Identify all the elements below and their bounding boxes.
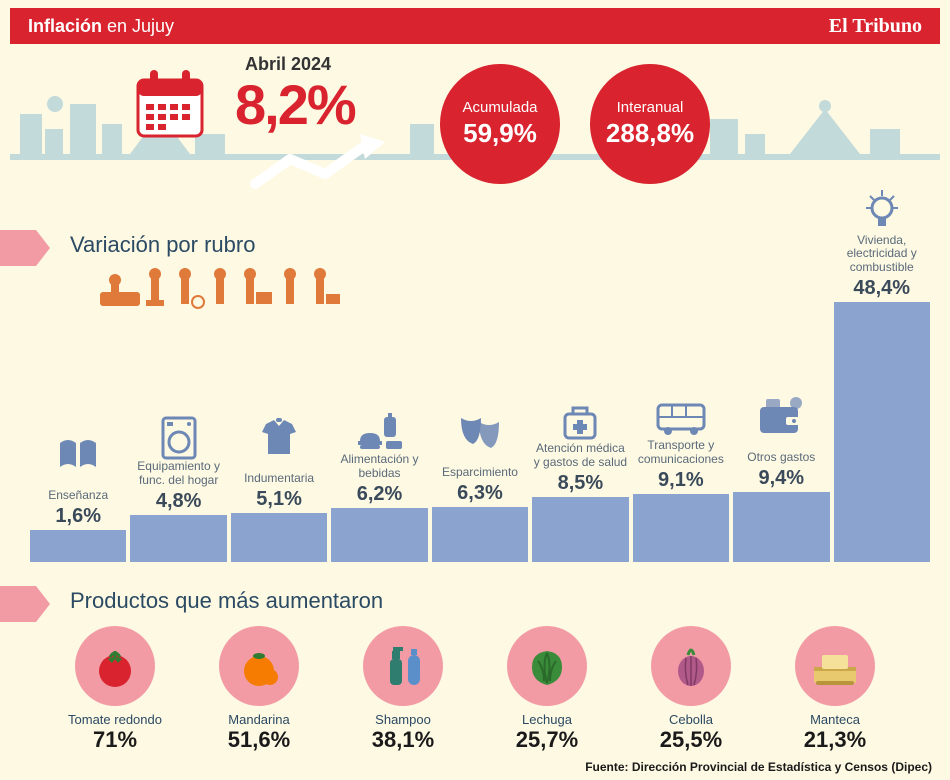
bar-percent: 1,6% (55, 505, 101, 528)
bars-container: Enseñanza 1,6% Equipamiento y func. del … (30, 282, 930, 562)
product-circle (75, 626, 155, 706)
bar-rect (331, 508, 427, 562)
product-item: Lechuga 25,7% (482, 626, 612, 753)
bar-percent: 6,3% (457, 482, 503, 505)
product-name: Mandarina (228, 712, 289, 727)
product-circle (651, 626, 731, 706)
product-circle (219, 626, 299, 706)
product-circle (507, 626, 587, 706)
product-name: Cebolla (669, 712, 713, 727)
bar-chart: Variación por rubro Enseñanza 1,6% Equip… (30, 232, 930, 562)
bar-rect (130, 515, 226, 562)
metric-label: Interanual (617, 99, 684, 116)
category-icon (654, 395, 708, 439)
product-item: Manteca 21,3% (770, 626, 900, 753)
trend-arrow-icon (250, 134, 420, 194)
bar-label: Transporte y comunicaciones (633, 439, 729, 467)
hero-area: Abril 2024 8,2% Acumulada 59,9% Interanu… (10, 44, 940, 194)
metric-circle-interanual: Interanual 288,8% (590, 64, 710, 184)
product-item: Mandarina 51,6% (194, 626, 324, 753)
metric-circle-acumulada: Acumulada 59,9% (440, 64, 560, 184)
bar-col: Otros gastos 9,4% (733, 393, 829, 562)
bar-rect (231, 513, 327, 562)
products-section-title: Productos que más aumentaron (70, 588, 383, 614)
top-banner: Inflación en Jujuy El Tribuno (10, 8, 940, 44)
bar-label: Otros gastos (747, 437, 815, 465)
bar-percent: 6,2% (357, 483, 403, 506)
product-circle (795, 626, 875, 706)
product-item: Shampoo 38,1% (338, 626, 468, 753)
bar-col: Indumentaria 5,1% (231, 414, 327, 562)
product-percent: 38,1% (372, 727, 434, 753)
bar-rect (633, 494, 729, 562)
bar-col: Esparcimiento 6,3% (432, 408, 528, 562)
category-icon (559, 398, 601, 442)
bar-label: Vivienda, electricidad y combustible (834, 234, 930, 275)
metric-label: Acumulada (462, 99, 537, 116)
bar-rect (532, 497, 628, 562)
category-icon (56, 431, 100, 475)
title-rest: en Jujuy (102, 16, 174, 36)
bar-percent: 5,1% (256, 488, 302, 511)
product-percent: 25,7% (516, 727, 578, 753)
category-icon (258, 414, 300, 458)
category-icon (862, 190, 902, 234)
title-bold: Inflación (28, 16, 102, 36)
calendar-icon (130, 64, 210, 144)
category-icon (356, 409, 404, 453)
bar-rect (733, 492, 829, 562)
main-percent: 8,2% (235, 72, 355, 137)
category-icon (457, 408, 503, 452)
products-row: Tomate redondo 71% Mandarina 51,6% Shamp… (50, 626, 900, 753)
bar-label: Indumentaria (244, 458, 314, 486)
product-percent: 21,3% (804, 727, 866, 753)
product-name: Manteca (810, 712, 860, 727)
bar-col: Atención médica y gastos de salud 8,5% (532, 398, 628, 562)
category-icon (756, 393, 806, 437)
banner-title: Inflación en Jujuy (28, 16, 174, 37)
section-arrow-icon (0, 586, 36, 622)
bar-label: Atención médica y gastos de salud (532, 442, 628, 470)
product-percent: 71% (93, 727, 137, 753)
product-percent: 25,5% (660, 727, 722, 753)
metric-value: 288,8% (606, 118, 694, 149)
bar-col: Vivienda, electricidad y combustible 48,… (834, 190, 930, 562)
product-circle (363, 626, 443, 706)
bar-label: Enseñanza (48, 475, 108, 503)
product-name: Shampoo (375, 712, 431, 727)
product-item: Cebolla 25,5% (626, 626, 756, 753)
product-percent: 51,6% (228, 727, 290, 753)
product-name: Tomate redondo (68, 712, 162, 727)
category-icon (159, 416, 199, 460)
bar-label: Equipamiento y func. del hogar (130, 460, 226, 488)
brand-logo: El Tribuno (829, 15, 922, 38)
bar-col: Alimentación y bebidas 6,2% (331, 409, 427, 562)
product-item: Tomate redondo 71% (50, 626, 180, 753)
bar-col: Equipamiento y func. del hogar 4,8% (130, 416, 226, 562)
bar-percent: 48,4% (853, 277, 910, 300)
metric-value: 59,9% (463, 118, 537, 149)
bar-col: Enseñanza 1,6% (30, 431, 126, 562)
bar-col: Transporte y comunicaciones 9,1% (633, 395, 729, 562)
bar-percent: 9,4% (758, 467, 804, 490)
bar-rect (834, 302, 930, 562)
bars-section-title: Variación por rubro (70, 232, 255, 258)
bar-percent: 4,8% (156, 490, 202, 513)
bar-percent: 9,1% (658, 469, 704, 492)
bar-label: Esparcimiento (442, 452, 518, 480)
bar-rect (432, 507, 528, 562)
bar-percent: 8,5% (558, 472, 604, 495)
bar-rect (30, 530, 126, 562)
product-name: Lechuga (522, 712, 572, 727)
bar-label: Alimentación y bebidas (331, 453, 427, 481)
